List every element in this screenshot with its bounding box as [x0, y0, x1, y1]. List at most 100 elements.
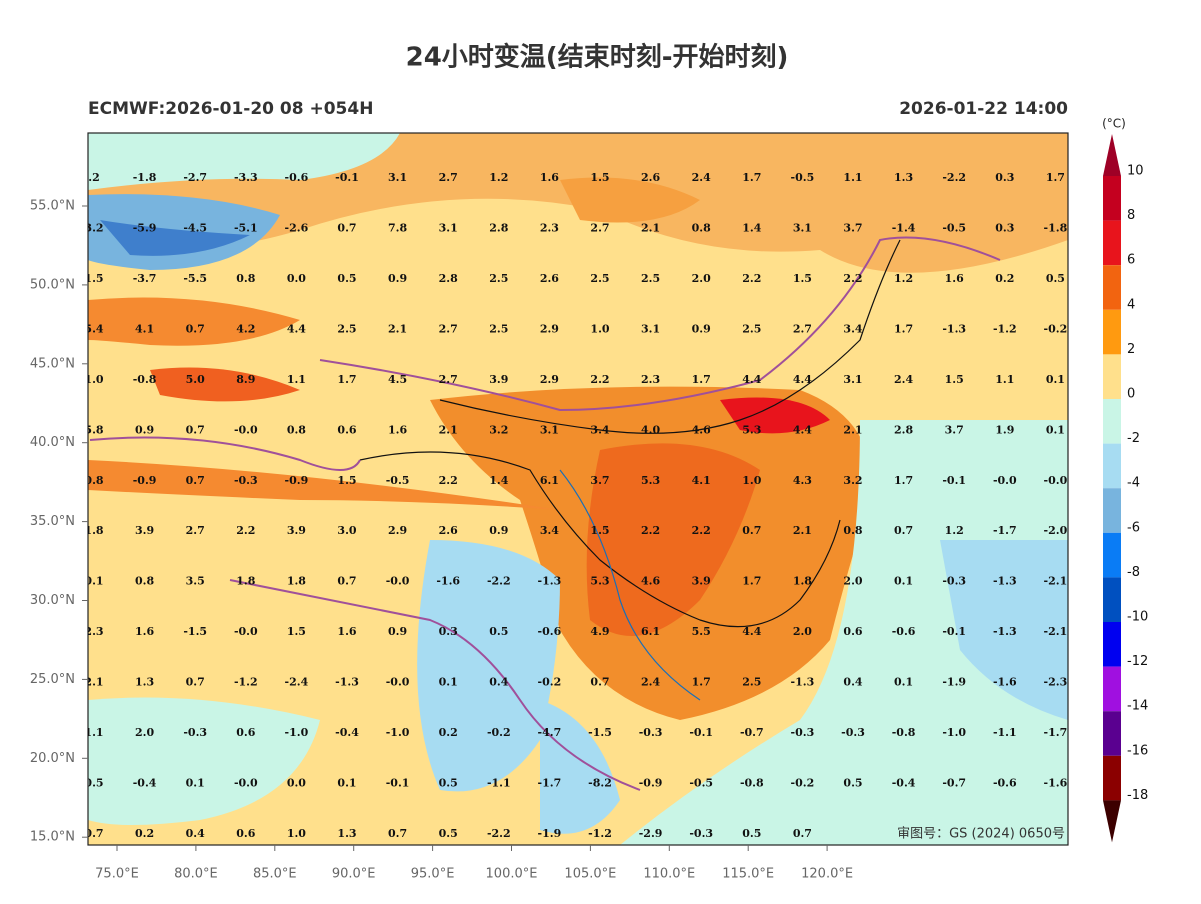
- grid-value: 2.0: [843, 575, 862, 588]
- grid-value: -0.3: [183, 726, 207, 739]
- grid-value: -1.4: [892, 221, 916, 234]
- grid-value: -0.0: [993, 474, 1017, 487]
- grid-value: 2.1: [793, 524, 812, 537]
- grid-value: -0.0: [1044, 474, 1068, 487]
- grid-value: 2.9: [388, 524, 407, 537]
- grid-value: -2.2: [487, 827, 511, 840]
- grid-value: 2.3: [540, 221, 559, 234]
- grid-value: 2.5: [489, 272, 508, 285]
- grid-value: 4.5: [388, 373, 407, 386]
- grid-value: 1.7: [894, 322, 913, 335]
- colorbar-band: [1103, 354, 1121, 399]
- grid-value: 1.8: [287, 575, 306, 588]
- grid-value: 6.1: [540, 474, 559, 487]
- grid-value: 0.4: [489, 676, 508, 689]
- colorbar-band: [1103, 443, 1121, 489]
- colorbar-band: [1103, 399, 1121, 444]
- grid-value: -0.8: [740, 777, 764, 790]
- lat-label: 25.0°N: [30, 672, 75, 687]
- colorbar-band: [1103, 755, 1121, 801]
- grid-value: 4.4: [793, 373, 812, 386]
- grid-value: 2.9: [540, 322, 559, 335]
- grid-value: 3.1: [793, 221, 812, 234]
- grid-value: -0.3: [689, 827, 713, 840]
- grid-value: -0.1: [942, 625, 966, 638]
- grid-value: 2.0: [793, 625, 812, 638]
- lon-label: 105.0°E: [564, 867, 616, 882]
- grid-value: 1.8: [236, 575, 255, 588]
- lat-label: 20.0°N: [30, 751, 75, 766]
- grid-value: 2.4: [692, 171, 711, 184]
- grid-value: 1.6: [388, 423, 407, 436]
- grid-value: -0.1: [335, 171, 359, 184]
- grid-value: 4.4: [742, 373, 761, 386]
- grid-value: 2.2: [692, 524, 711, 537]
- grid-value: 1.3: [135, 676, 154, 689]
- grid-value: -2.2: [942, 171, 966, 184]
- grid-value: -1.5: [183, 625, 207, 638]
- grid-value: 0.1: [337, 777, 356, 790]
- grid-value: -0.2: [1044, 322, 1068, 335]
- grid-value: 1.2: [945, 524, 964, 537]
- grid-value: 3.1: [439, 221, 458, 234]
- grid-value: -3.7: [133, 272, 157, 285]
- subtitle-left: ECMWF:2026-01-20 08 +054H: [88, 99, 373, 119]
- grid-value: -1.1: [993, 726, 1017, 739]
- grid-value: 3.1: [388, 171, 407, 184]
- grid-value: 2.5: [590, 272, 609, 285]
- grid-value: 3.7: [590, 474, 609, 487]
- grid-value: -1.2: [993, 322, 1017, 335]
- grid-value: 5.0: [186, 373, 205, 386]
- grid-value: 1.8: [793, 575, 812, 588]
- grid-value: -0.3: [234, 474, 258, 487]
- grid-value: -2.6: [285, 221, 309, 234]
- grid-value: -0.0: [386, 676, 410, 689]
- lon-label: 115.0°E: [722, 867, 774, 882]
- grid-value: 2.9: [540, 373, 559, 386]
- grid-value: -1.0: [942, 726, 966, 739]
- grid-value: 0.3: [439, 625, 458, 638]
- colorbar-label: -10: [1127, 610, 1148, 625]
- colorbar-label: -16: [1127, 743, 1148, 758]
- grid-value: 1.0: [84, 373, 103, 386]
- grid-value: 1.1: [843, 171, 862, 184]
- grid-value: -0.4: [335, 726, 359, 739]
- grid-value: -5.5: [183, 272, 207, 285]
- grid-value: -2.2: [487, 575, 511, 588]
- grid-value: 0.8: [135, 575, 154, 588]
- grid-value: -0.4: [133, 777, 157, 790]
- grid-value: 0.5: [439, 827, 458, 840]
- grid-value: 0.5: [489, 625, 508, 638]
- grid-value: 2.4: [641, 676, 660, 689]
- grid-value: -2.3: [1044, 676, 1068, 689]
- colorbar-band: [1103, 488, 1121, 533]
- grid-value: 0.7: [186, 474, 205, 487]
- colorbar-label: 8: [1127, 208, 1135, 223]
- grid-value: 1.9: [995, 423, 1014, 436]
- grid-value: 4.4: [742, 625, 761, 638]
- map-note: 审图号：GS (2024) 0650号: [897, 827, 1065, 842]
- grid-value: -1.5: [588, 726, 612, 739]
- grid-value: -0.4: [892, 777, 916, 790]
- grid-value: 0.2: [135, 827, 154, 840]
- grid-value: 1.5: [590, 171, 609, 184]
- grid-value: 0.7: [337, 221, 356, 234]
- lon-label: 120.0°E: [801, 867, 853, 882]
- grid-value: -0.1: [942, 474, 966, 487]
- grid-value: 1.5: [84, 272, 103, 285]
- grid-value: 0.6: [337, 423, 356, 436]
- colorbar-label: -14: [1127, 699, 1148, 714]
- grid-value: 0.4: [843, 676, 862, 689]
- grid-value: 2.2: [843, 272, 862, 285]
- map-fill: [88, 133, 1068, 845]
- grid-value: -0.3: [791, 726, 815, 739]
- grid-value: 2.5: [742, 676, 761, 689]
- grid-value: 0.1: [894, 575, 913, 588]
- grid-value: 0.5: [742, 827, 761, 840]
- grid-value: 5.4: [84, 322, 103, 335]
- grid-value: 1.1: [287, 373, 306, 386]
- colorbar-arrow: [1103, 134, 1121, 176]
- colorbar-band: [1103, 265, 1121, 310]
- colorbar-label: -12: [1127, 654, 1148, 669]
